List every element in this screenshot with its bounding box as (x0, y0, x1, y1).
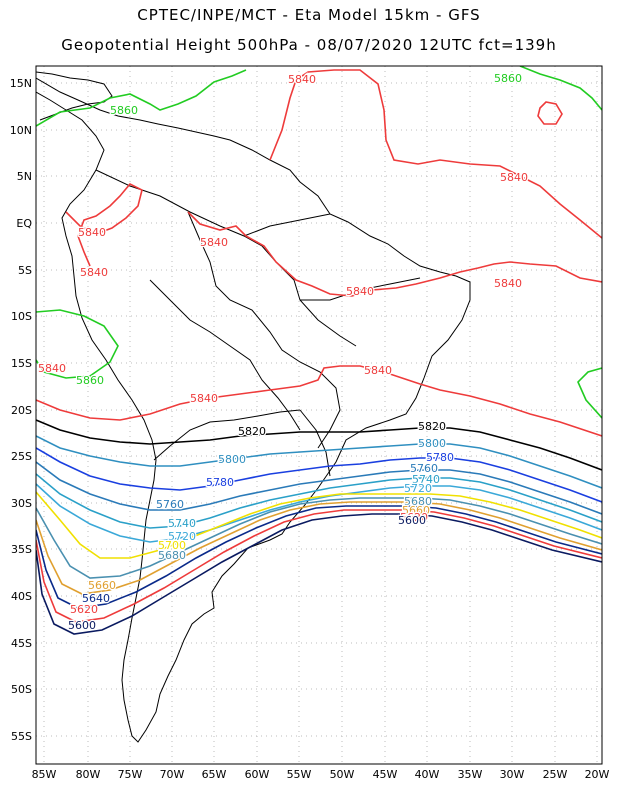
latitude-label: 5S (18, 264, 32, 277)
longitude-label: 20W (585, 768, 610, 781)
latitude-labels: 15N 10N 5N EQ 5S 10S 15S 20S 25S 30S 35S 40S 45S 50S 5… (10, 77, 33, 743)
country-borders (95, 169, 421, 477)
contour-5780 (36, 447, 602, 503)
contour-label: 5840 (80, 266, 108, 279)
longitude-label: 30W (500, 768, 525, 781)
contour-5860-northeast (519, 66, 602, 111)
contour-label: 5680 (404, 495, 432, 508)
contour-label: 5840 (38, 362, 66, 375)
contour-label: 5760 (156, 498, 184, 511)
contour-label: 5860 (494, 72, 522, 85)
contour-5700 (36, 491, 602, 559)
contour-5840-ring (537, 101, 563, 125)
latitude-label: 10N (10, 124, 32, 137)
latitude-label: 5N (17, 170, 32, 183)
height-contours (36, 66, 602, 635)
longitude-label: 65W (202, 768, 227, 781)
contour-5840-top (269, 69, 602, 239)
contour-5760 (36, 461, 602, 515)
latitude-label: 10S (11, 310, 32, 323)
contour-label: 5720 (168, 530, 196, 543)
contour-label: 5840 (364, 364, 392, 377)
contour-5860-north (36, 69, 247, 127)
contour-label: 5680 (158, 549, 186, 562)
contour-label: 5860 (76, 374, 104, 387)
contour-label: 5840 (346, 285, 374, 298)
contour-label: 5840 (500, 171, 528, 184)
latitude-label: 50S (11, 683, 32, 696)
contour-label: 5720 (404, 482, 432, 495)
latitude-label: 45S (11, 637, 32, 650)
contour-label: 5780 (206, 476, 234, 489)
contour-label: 5840 (494, 277, 522, 290)
coastline-outlines (36, 71, 471, 743)
contour-5660 (36, 501, 602, 595)
latitude-label: 15S (11, 357, 32, 370)
map-title-line1: CPTEC/INPE/MCT - Eta Model 15km - GFS (137, 6, 481, 24)
contour-labels: 5860 5860 5860 5840 5840 5840 5840 5840 5840 5840… (37, 71, 530, 634)
contour-5720 (36, 483, 602, 543)
latitude-label: 55S (11, 730, 32, 743)
contour-5860-west-loop (36, 309, 119, 379)
longitude-label: 55W (287, 768, 312, 781)
latitude-label: 25S (11, 450, 32, 463)
latitude-label: 20S (11, 404, 32, 417)
contour-5640 (36, 505, 602, 609)
longitude-label: 80W (76, 768, 101, 781)
contour-5680 (36, 497, 602, 579)
contour-label: 5840 (190, 392, 218, 405)
latitude-label: 35S (11, 543, 32, 556)
contour-5840-amazon (187, 211, 247, 237)
latitude-label: 40S (11, 590, 32, 603)
longitude-labels: 85W 80W 75W 70W 65W 60W 55W 50W 45W 40W 35W 30W 25W 2… (32, 768, 610, 781)
contour-label: 5760 (410, 462, 438, 475)
south-america-coastline (36, 77, 471, 743)
contour-5840-south (36, 365, 602, 437)
contour-5860-east (577, 367, 602, 419)
latitude-label: 15N (10, 77, 32, 90)
contour-label: 5800 (218, 453, 246, 466)
contour-label: 5620 (400, 511, 428, 524)
contour-label: 5780 (426, 451, 454, 464)
latitude-label: 30S (11, 497, 32, 510)
longitude-label: 25W (543, 768, 568, 781)
longitude-label: 45W (373, 768, 398, 781)
map-frame (35, 65, 603, 765)
contour-label: 5840 (288, 73, 316, 86)
contour-label: 5660 (402, 504, 430, 517)
contour-label: 5600 (398, 514, 426, 527)
longitude-label: 85W (32, 768, 57, 781)
contour-label: 5640 (82, 592, 110, 605)
contour-5840-andes (65, 183, 143, 267)
contour-label: 5740 (412, 473, 440, 486)
contour-label: 5620 (70, 603, 98, 616)
contour-label: 5700 (158, 539, 186, 552)
longitude-label: 75W (118, 768, 143, 781)
longitude-label: 60W (245, 768, 270, 781)
contour-label: 5600 (68, 619, 96, 632)
contour-label: 5820 (238, 425, 266, 438)
contour-5800 (36, 435, 602, 489)
longitude-label: 50W (330, 768, 355, 781)
latitude-label: EQ (16, 217, 32, 230)
contour-label: 5840 (200, 236, 228, 249)
contour-label: 5820 (418, 420, 446, 433)
longitude-label: 40W (415, 768, 440, 781)
contour-label: 5800 (418, 437, 446, 450)
contour-label: 5860 (110, 104, 138, 117)
contour-5740 (36, 473, 602, 529)
contour-label: 5660 (88, 579, 116, 592)
contour-5600 (36, 513, 602, 635)
longitude-label: 70W (160, 768, 185, 781)
contour-label: 5840 (78, 226, 106, 239)
central-america-coast (36, 71, 113, 121)
contour-5840-north (245, 235, 602, 297)
longitude-label: 35W (458, 768, 483, 781)
contour-label: 5740 (168, 517, 196, 530)
map-title-line2: Geopotential Height 500hPa - 08/07/2020 … (61, 36, 557, 54)
contour-5820 (36, 419, 602, 471)
contour-5620 (36, 509, 602, 623)
